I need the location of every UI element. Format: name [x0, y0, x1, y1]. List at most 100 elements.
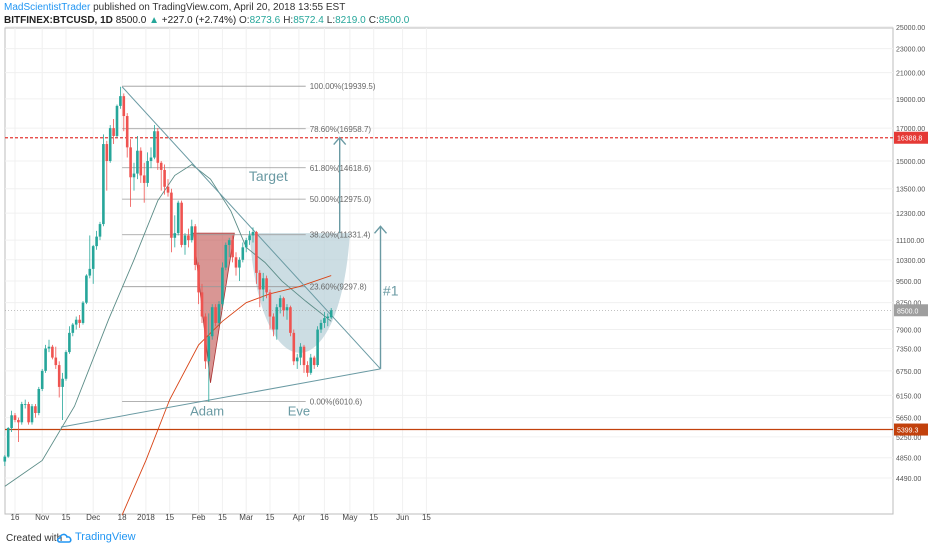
y-tick-label: 25000.00: [896, 25, 925, 32]
candle-body: [187, 235, 190, 241]
candle-body: [221, 267, 224, 305]
y-tick-label: 21000.00: [896, 71, 925, 78]
candle-body: [258, 272, 262, 290]
candle-body: [268, 292, 272, 317]
x-tick-label: 18: [118, 513, 127, 522]
grid-lines: [5, 26, 893, 514]
x-tick-label: 15: [422, 513, 431, 522]
up-arrow-icon: ▲: [149, 15, 159, 26]
author-link[interactable]: MadScientistTrader: [4, 2, 91, 13]
open-value: 8273.6: [249, 15, 281, 26]
candle-body: [95, 236, 98, 247]
candle-body: [142, 175, 146, 183]
candle-body: [176, 202, 180, 234]
fib-level-label: 0.00%(6010.6): [310, 397, 363, 406]
price-badge: [894, 304, 928, 317]
candle-body: [241, 247, 245, 260]
x-tick-label: 15: [218, 513, 227, 522]
candle-body: [234, 257, 238, 268]
candle-body: [210, 307, 214, 337]
candle-body: [285, 307, 289, 311]
x-tick-label: May: [342, 513, 357, 522]
y-tick-label: 19000.00: [896, 97, 925, 104]
candle-body: [27, 404, 30, 423]
x-tick-label: 16: [11, 513, 20, 522]
candle-body: [309, 357, 313, 373]
fib-level-label: 38.20%(11331.4): [310, 231, 371, 240]
y-tick-label: 13500.00: [896, 187, 925, 194]
candle-body: [23, 404, 27, 405]
candle-body: [136, 150, 139, 174]
x-tick-label: 16: [320, 513, 329, 522]
price-badge-label: 5399.3: [897, 428, 919, 435]
plot-frame: [4, 27, 894, 515]
symbol-label: BITFINEX:BTCUSD, 1D: [4, 15, 113, 26]
candle-body: [204, 316, 207, 362]
candle-body: [20, 404, 24, 423]
candle-body: [34, 406, 37, 413]
price-badge-label: 16388.8: [897, 136, 922, 143]
last-price: 8500.0: [115, 15, 147, 26]
candle-body: [173, 233, 177, 238]
candle-body: [30, 406, 34, 423]
fib-level-label: 50.00%(12975.0): [310, 195, 372, 204]
candle-body: [163, 169, 166, 187]
candle-body: [224, 244, 228, 268]
candle-body: [13, 415, 17, 420]
candle-body: [326, 316, 330, 319]
candle-body: [71, 324, 75, 333]
candle-body: [170, 192, 173, 238]
trendline-ascending: [60, 368, 381, 428]
y-tick-label: 5250.00: [896, 435, 921, 442]
candle-body: [302, 346, 306, 366]
candle-body: [248, 235, 251, 241]
price-change: +227.0 (+2.74%): [161, 15, 237, 26]
y-tick-label: 15000.00: [896, 159, 925, 166]
candle-body: [68, 332, 71, 353]
y-tick-label: 17000.00: [896, 126, 925, 133]
symbol-info: BITFINEX:BTCUSD, 1D 8500.0 ▲ +227.0 (+2.…: [4, 14, 412, 27]
candle-body: [88, 268, 92, 276]
candle-body: [146, 161, 149, 183]
low-label: L:: [326, 15, 336, 26]
price-chart[interactable]: 16 Nov 15 Dec 18 2018 15 Feb 15 Mar 15 Apr 16 May 15 Ju…: [0, 0, 932, 523]
candle-body: [119, 96, 122, 106]
price-badge: [894, 423, 928, 436]
candle-body: [238, 259, 241, 268]
candle-body: [17, 419, 20, 423]
x-tick-label: Dec: [86, 513, 100, 522]
candle-body: [261, 278, 265, 290]
candle-body: [139, 150, 143, 176]
high-value: 8572.4: [293, 15, 324, 26]
candle-body: [255, 231, 258, 273]
candle-body: [193, 226, 197, 265]
candle-body: [64, 352, 68, 379]
price-badge-label: 8500.0: [897, 308, 919, 315]
candle-body: [115, 105, 119, 136]
candle-body: [289, 307, 292, 333]
tradingview-cloud-icon: [56, 533, 72, 543]
candle-body: [319, 322, 323, 330]
candle-body: [54, 357, 58, 366]
candle-body: [91, 246, 95, 269]
candle-body: [102, 144, 105, 225]
x-tick-label: Nov: [35, 513, 49, 522]
candle-body: [329, 310, 333, 318]
tradingview-logo[interactable]: TradingView: [56, 531, 147, 545]
candle-body: [200, 292, 204, 317]
y-tick-label: 11100.00: [896, 238, 924, 245]
candle-body: [214, 307, 217, 323]
y-tick-label: 7350.00: [896, 346, 921, 353]
candle-body: [3, 456, 7, 462]
y-tick-label: 8750.00: [896, 301, 921, 308]
candle-body: [98, 224, 102, 237]
candle-body: [57, 365, 61, 387]
x-tick-label: 15: [266, 513, 275, 522]
candle-body: [105, 144, 109, 162]
candle-body: [61, 378, 64, 387]
fib-level-label: 61.80%(14618.6): [310, 164, 372, 173]
x-tick-label: 2018: [137, 513, 155, 522]
y-tick-label: 5650.00: [896, 416, 921, 423]
candle-body: [197, 264, 200, 293]
trendline-descending: [121, 86, 381, 370]
